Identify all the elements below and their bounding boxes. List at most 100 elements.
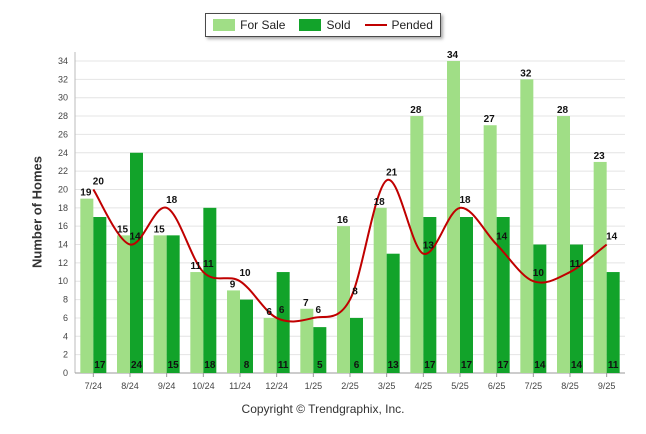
x-tick-label: 5/25 — [451, 381, 469, 391]
data-label-sold: 13 — [388, 360, 400, 371]
data-label-for-sale: 28 — [557, 105, 569, 116]
x-tick-label: 10/24 — [192, 381, 215, 391]
x-tick-label: 2/25 — [341, 381, 359, 391]
data-label-pended: 18 — [166, 195, 178, 206]
data-label-for-sale: 7 — [303, 298, 309, 309]
y-tick-label: 16 — [58, 221, 68, 231]
data-label-for-sale: 34 — [447, 50, 459, 61]
x-tick-label: 3/25 — [378, 381, 396, 391]
data-label-for-sale: 15 — [154, 224, 166, 235]
bar-for-sale — [227, 290, 240, 373]
bar-for-sale — [337, 226, 350, 373]
legend-item-pended[interactable]: Pended — [364, 18, 433, 32]
y-tick-label: 28 — [58, 111, 68, 121]
y-tick-label: 30 — [58, 93, 68, 103]
legend-item-for-sale[interactable]: For Sale — [213, 18, 285, 32]
bar-for-sale — [80, 198, 94, 373]
data-label-pended: 10 — [239, 268, 251, 279]
bar-for-sale — [483, 125, 497, 373]
bar-sold — [423, 217, 437, 373]
bar-sold — [203, 207, 217, 373]
bar-sold — [93, 217, 107, 373]
bar-sold — [533, 244, 547, 373]
data-label-sold: 11 — [608, 360, 619, 371]
data-label-pended: 14 — [129, 232, 141, 243]
data-label-pended: 18 — [459, 195, 471, 206]
legend-swatch-pended — [364, 24, 387, 26]
bar-sold — [460, 217, 473, 373]
data-label-pended: 8 — [352, 287, 358, 298]
bar-sold — [276, 272, 290, 373]
x-tick-label: 7/25 — [525, 381, 543, 391]
legend-swatch-sold — [299, 19, 322, 31]
data-label-for-sale: 28 — [410, 105, 422, 116]
x-tick-label: 1/25 — [305, 381, 323, 391]
bar-sold — [350, 317, 363, 373]
bar-sold — [386, 253, 400, 373]
bar-for-sale — [447, 61, 460, 373]
y-tick-label: 4 — [63, 331, 68, 341]
data-label-sold: 8 — [244, 360, 250, 371]
data-label-for-sale: 15 — [117, 224, 129, 235]
y-tick-label: 32 — [58, 74, 68, 84]
data-label-for-sale: 18 — [374, 197, 386, 208]
data-label-for-sale: 23 — [594, 151, 606, 162]
bar-for-sale — [300, 308, 314, 373]
x-tick-label: 11/24 — [229, 381, 251, 391]
data-label-pended: 11 — [203, 259, 214, 270]
data-label-pended: 13 — [423, 241, 435, 252]
bar-sold — [240, 299, 253, 373]
x-tick-label: 8/24 — [121, 381, 139, 391]
data-label-pended: 6 — [316, 305, 322, 316]
data-label-sold: 6 — [354, 360, 360, 371]
data-label-sold: 15 — [168, 360, 180, 371]
y-tick-label: 14 — [58, 240, 68, 250]
x-tick-label: 8/25 — [561, 381, 579, 391]
legend-label-pended: Pended — [391, 18, 433, 32]
data-label-sold: 24 — [131, 360, 143, 371]
bar-for-sale — [593, 161, 607, 373]
bar-for-sale — [117, 235, 130, 373]
legend-label-sold: Sold — [326, 18, 351, 32]
x-tick-label: 9/24 — [158, 381, 176, 391]
data-label-sold: 11 — [278, 360, 289, 371]
y-tick-label: 24 — [58, 148, 68, 158]
bar-sold — [130, 152, 143, 373]
data-label-for-sale: 19 — [80, 188, 92, 199]
bar-sold — [313, 327, 327, 373]
data-label-sold: 14 — [571, 360, 583, 371]
data-label-sold: 17 — [461, 360, 473, 371]
x-tick-label: 9/25 — [598, 381, 616, 391]
x-tick-label: 4/25 — [415, 381, 433, 391]
y-tick-label: 26 — [58, 129, 68, 139]
y-tick-label: 18 — [58, 203, 68, 213]
y-tick-label: 12 — [58, 258, 68, 268]
data-label-pended: 6 — [279, 305, 285, 316]
bar-for-sale — [263, 317, 277, 373]
data-label-pended: 14 — [606, 232, 618, 243]
data-label-for-sale: 32 — [520, 68, 532, 79]
data-label-for-sale: 16 — [337, 215, 349, 226]
data-label-sold: 17 — [424, 360, 436, 371]
bar-for-sale — [190, 272, 204, 373]
data-label-pended: 21 — [386, 167, 398, 178]
y-tick-label: 0 — [63, 368, 68, 378]
legend: For Sale Sold Pended — [205, 13, 441, 37]
bar-for-sale — [373, 207, 387, 373]
bar-sold — [570, 244, 583, 373]
x-tick-label: 7/24 — [85, 381, 103, 391]
legend-item-sold[interactable]: Sold — [299, 18, 351, 32]
bar-sold — [606, 272, 620, 373]
legend-label-for-sale: For Sale — [240, 18, 286, 32]
data-label-sold: 17 — [94, 360, 106, 371]
x-tick-label: 12/24 — [265, 381, 288, 391]
bar-sold — [166, 235, 180, 373]
y-tick-label: 22 — [58, 166, 68, 176]
data-label-sold: 5 — [317, 360, 323, 371]
data-label-pended: 14 — [496, 232, 508, 243]
data-label-for-sale: 9 — [230, 279, 236, 290]
bar-for-sale — [557, 116, 570, 373]
bar-for-sale — [153, 235, 167, 373]
